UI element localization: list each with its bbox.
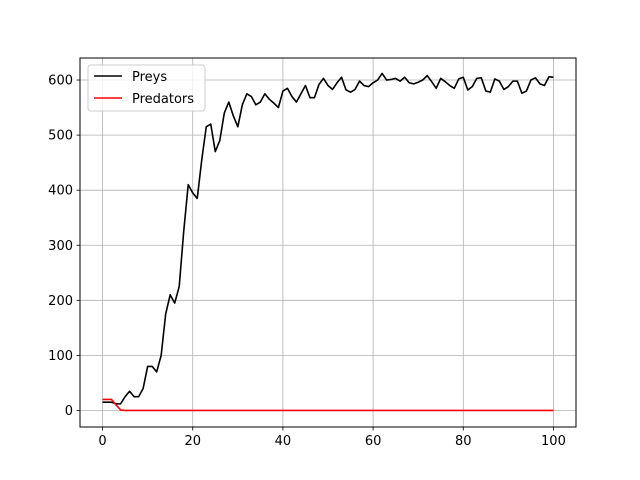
- y-tick-label: 200: [48, 294, 73, 309]
- y-tick-label: 100: [48, 349, 73, 364]
- x-tick-label: 0: [98, 434, 106, 449]
- x-tick-label: 80: [455, 434, 472, 449]
- y-tick-label: 400: [48, 184, 73, 199]
- legend-label-preys: Preys: [132, 70, 167, 85]
- legend: Preys Predators: [87, 64, 206, 112]
- series-lines: [102, 72, 554, 412]
- legend-label-predators: Predators: [132, 92, 194, 107]
- y-tick-label: 500: [48, 129, 73, 144]
- x-tick-label: 20: [184, 434, 201, 449]
- series-line-predators: [102, 398, 554, 412]
- x-tick-label: 60: [365, 434, 382, 449]
- y-tick-label: 300: [48, 239, 73, 254]
- grid-lines: [80, 58, 576, 427]
- x-axis-ticks: 0 20 40 60 80 100: [98, 427, 566, 449]
- axes-frame: [79, 57, 577, 428]
- x-tick-label: 40: [275, 434, 292, 449]
- y-axis-ticks: 0 100 200 300 400 500 600: [48, 74, 80, 419]
- series-line-preys: [102, 72, 554, 405]
- x-tick-label: 100: [541, 434, 566, 449]
- y-tick-label: 600: [48, 74, 73, 89]
- y-tick-label: 0: [65, 404, 73, 419]
